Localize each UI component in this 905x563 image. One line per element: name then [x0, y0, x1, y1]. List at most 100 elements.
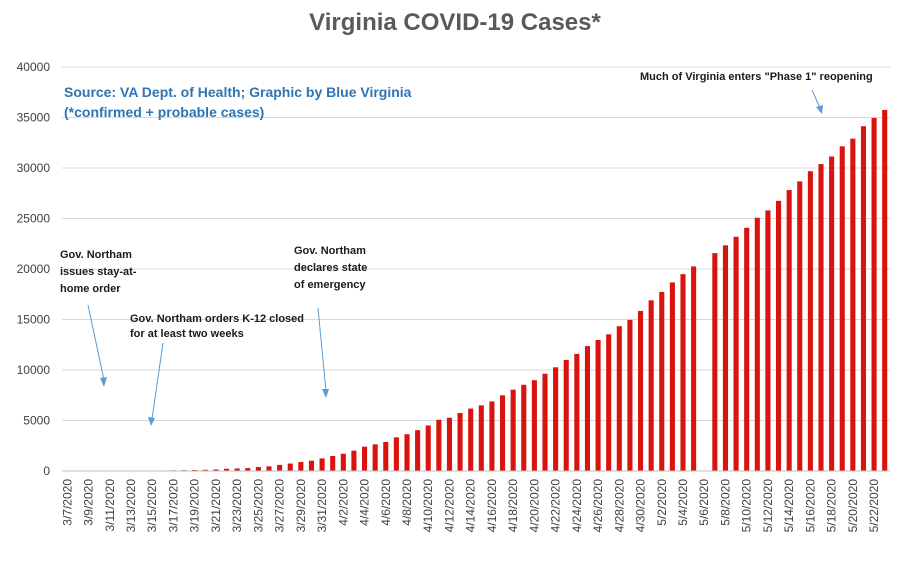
bar-3/31/2020: [319, 458, 325, 471]
y-tick-label-30000: 30000: [17, 161, 51, 175]
x-tick-label-3/17/2020: 3/17/2020: [166, 479, 180, 533]
gridlines: [62, 66, 890, 421]
bar-4/30/2020: [637, 310, 644, 471]
x-tick-label-3/21/2020: 3/21/2020: [209, 479, 223, 533]
bar-4/20/2020: [531, 380, 537, 471]
annotation-arrow-k12-closed: [148, 342, 164, 426]
annotation-state-of-emergency-line-2: declares state: [294, 262, 367, 274]
x-tick-label-4/8/2020: 4/8/2020: [400, 479, 414, 526]
bar-4/15/2020: [478, 405, 484, 471]
x-tick-label-3/15/2020: 3/15/2020: [145, 479, 159, 533]
annotation-stay-at-home: Gov. Northam issues stay-at- home order: [60, 249, 140, 295]
x-tick-label-3/11/2020: 3/11/2020: [103, 479, 117, 532]
bar-5/16/2020: [807, 171, 813, 471]
bar-4/5/2020: [372, 444, 378, 471]
x-tick-label-5/18/2020: 5/18/2020: [825, 479, 839, 533]
bar-4/24/2020: [574, 353, 580, 471]
bar-5/17/2020: [818, 164, 824, 471]
y-tick-label-0: 0: [43, 464, 50, 478]
bar-3/27/2020: [277, 464, 283, 471]
y-tick-label-35000: 35000: [17, 111, 51, 125]
y-tick-label-15000: 15000: [17, 313, 51, 327]
bar-4/14/2020: [468, 408, 474, 471]
bar-5/1/2020: [648, 300, 654, 471]
bar-5/10/2020: [744, 227, 750, 471]
x-tick-label-4/2/2020: 4/2/2020: [336, 479, 350, 526]
x-tick-label-4/14/2020: 4/14/2020: [464, 479, 478, 533]
annotation-k12-closed-line-1: Gov. Northam orders K-12 closed: [130, 313, 304, 325]
x-tick-label-4/22/2020: 4/22/2020: [549, 479, 563, 533]
annotation-k12-closed-line-2: for at least two weeks: [130, 328, 244, 340]
x-tick-label-3/31/2020: 3/31/2020: [315, 479, 329, 533]
x-tick-label-5/14/2020: 5/14/2020: [782, 479, 796, 533]
bar-3/25/2020: [255, 467, 261, 471]
x-tick-label-5/16/2020: 5/16/2020: [803, 479, 817, 533]
bar-4/26/2020: [595, 340, 601, 471]
annotation-stay-at-home-line-1: Gov. Northam: [60, 249, 132, 261]
x-tick-label-4/24/2020: 4/24/2020: [570, 479, 584, 533]
bar-4/16/2020: [489, 401, 495, 471]
source-line-1: Source: VA Dept. of Health; Graphic by B…: [64, 84, 412, 100]
bar-4/7/2020: [393, 437, 399, 471]
bar-4/21/2020: [542, 373, 548, 471]
x-tick-label-3/13/2020: 3/13/2020: [124, 479, 138, 533]
bar-5/8/2020: [722, 245, 729, 471]
bar-3/22/2020: [223, 468, 230, 471]
x-tick-label-4/20/2020: 4/20/2020: [527, 479, 541, 533]
bar-5/18/2020: [829, 156, 835, 471]
annotation-phase-1: Much of Virginia enters "Phase 1" reopen…: [640, 71, 873, 83]
y-tick-label-40000: 40000: [17, 60, 51, 74]
bar-4/9/2020: [415, 430, 421, 471]
x-tick-label-4/18/2020: 4/18/2020: [506, 479, 520, 533]
bar-5/15/2020: [797, 181, 803, 472]
bar-5/13/2020: [775, 200, 782, 471]
bar-3/26/2020: [266, 466, 272, 471]
bar-5/11/2020: [754, 217, 760, 471]
bar-4/27/2020: [606, 334, 612, 471]
bar-5/3/2020: [669, 282, 675, 471]
bar-4/22/2020: [553, 367, 559, 471]
bar-4/3/2020: [351, 450, 357, 471]
bar-5/12/2020: [765, 210, 771, 472]
bar-4/18/2020: [510, 389, 516, 471]
x-tick-label-5/2/2020: 5/2/2020: [655, 479, 669, 526]
annotation-arrow-phase-1: [811, 89, 823, 114]
x-tick-label-3/19/2020: 3/19/2020: [188, 479, 202, 533]
bar-5/9/2020: [733, 236, 739, 471]
bar-5/19/2020: [839, 146, 845, 471]
annotation-k12-closed: Gov. Northam orders K-12 closed for at l…: [130, 313, 307, 340]
x-tick-label-4/26/2020: 4/26/2020: [591, 479, 605, 533]
annotation-state-of-emergency-line-3: of emergency: [294, 279, 366, 291]
x-tick-label-5/12/2020: 5/12/2020: [761, 479, 775, 533]
bar-4/11/2020: [436, 419, 442, 471]
annotation-arrow-state-of-emergency: [317, 307, 329, 398]
annotation-state-of-emergency: Gov. Northam declares state of emergency: [294, 245, 370, 291]
chart-title: Virginia COVID-19 Cases*: [309, 9, 601, 36]
x-tick-label-4/16/2020: 4/16/2020: [485, 479, 499, 533]
x-tick-label-4/10/2020: 4/10/2020: [421, 479, 435, 533]
bar-4/23/2020: [563, 359, 569, 471]
x-tick-label-3/23/2020: 3/23/2020: [230, 479, 244, 533]
bar-5/20/2020: [850, 138, 856, 471]
bar-5/4/2020: [680, 274, 686, 471]
bar-4/12/2020: [446, 417, 453, 471]
x-tick-label-5/10/2020: 5/10/2020: [740, 479, 754, 533]
x-tick-label-4/28/2020: 4/28/2020: [612, 479, 626, 533]
x-tick-label-4/12/2020: 4/12/2020: [442, 479, 456, 533]
source-line-2: (*confirmed + probable cases): [64, 104, 264, 120]
bar-5/14/2020: [786, 190, 792, 472]
x-tick-label-5/22/2020: 5/22/2020: [867, 479, 881, 533]
x-tick-label-3/9/2020: 3/9/2020: [82, 479, 96, 526]
bar-4/13/2020: [457, 412, 463, 471]
y-tick-label-5000: 5000: [23, 414, 50, 428]
bar-4/17/2020: [499, 395, 506, 471]
bar-5/7/2020: [712, 253, 718, 471]
x-tick-label-3/25/2020: 3/25/2020: [251, 479, 265, 533]
bar-4/28/2020: [616, 326, 622, 471]
bar-4/25/2020: [584, 346, 591, 471]
annotation-stay-at-home-line-2: issues stay-at-: [60, 266, 137, 278]
bar-3/30/2020: [308, 460, 315, 471]
x-tick-label-3/27/2020: 3/27/2020: [273, 479, 287, 533]
bar-4/8/2020: [404, 434, 410, 471]
